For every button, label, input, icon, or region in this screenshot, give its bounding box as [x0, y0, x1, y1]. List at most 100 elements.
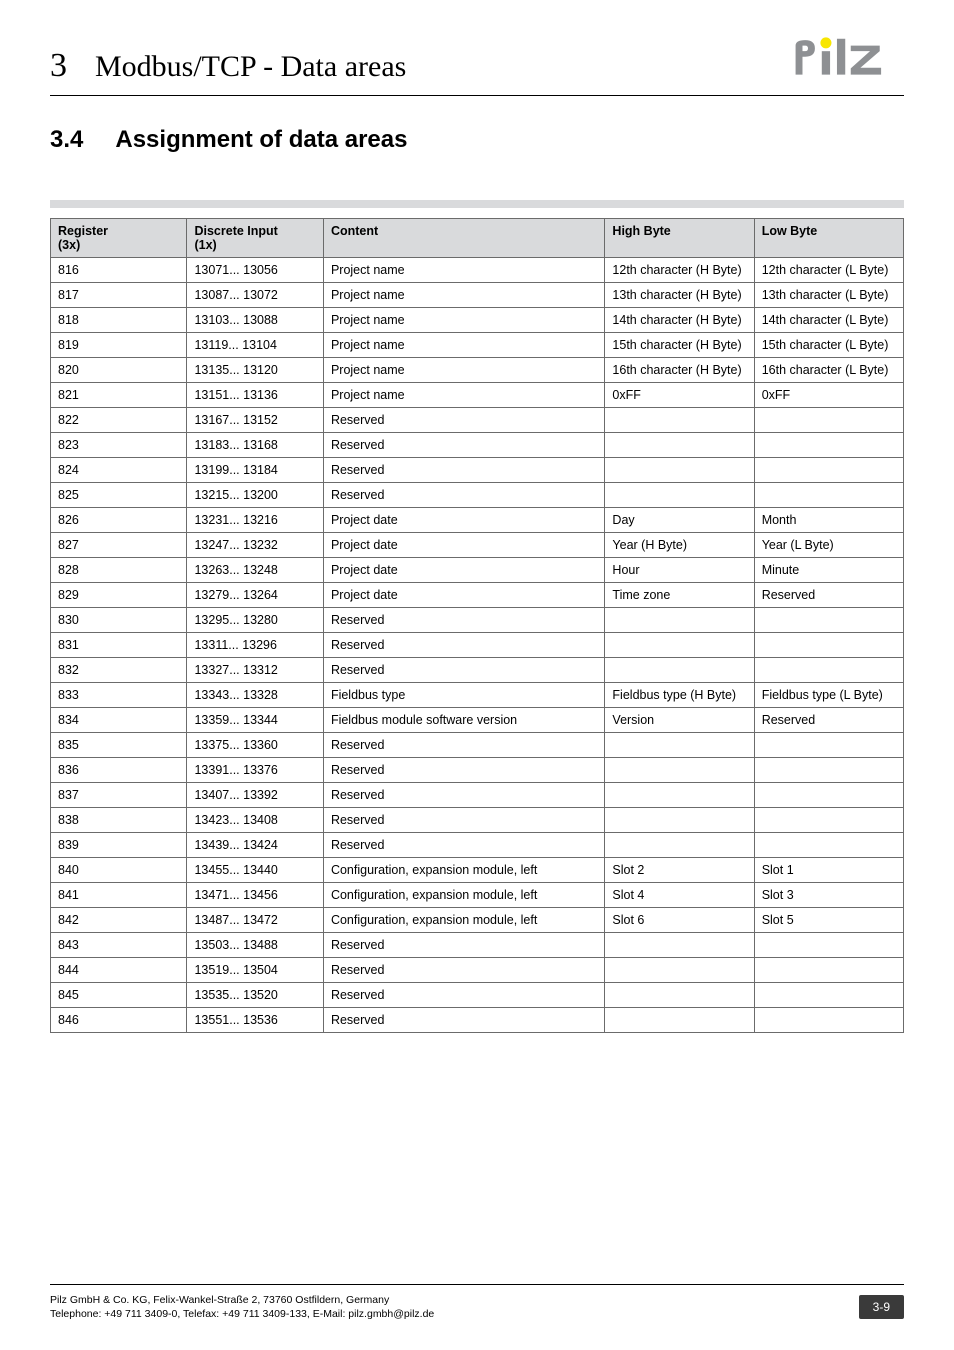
chapter-header: 3 Modbus/TCP - Data areas	[50, 36, 904, 96]
table-cell	[605, 808, 754, 833]
table-cell	[605, 433, 754, 458]
table-cell	[605, 758, 754, 783]
table-cell: Slot 1	[754, 858, 903, 883]
footer-address: Pilz GmbH & Co. KG, Felix-Wankel-Straße …	[50, 1293, 434, 1308]
table-row: 84313503... 13488Reserved	[51, 933, 904, 958]
table-cell: Reserved	[323, 808, 604, 833]
table-cell: 827	[51, 533, 187, 558]
th-sub: (3x)	[58, 238, 80, 252]
table-row: 83413359... 13344Fieldbus module softwar…	[51, 708, 904, 733]
table-cell: 0xFF	[754, 383, 903, 408]
table-cell: Project date	[323, 558, 604, 583]
table-cell: Project name	[323, 308, 604, 333]
col-header-content: Content	[323, 219, 604, 258]
table-cell: Fieldbus type	[323, 683, 604, 708]
table-cell: 13119... 13104	[187, 333, 323, 358]
table-cell	[605, 483, 754, 508]
table-cell: 13247... 13232	[187, 533, 323, 558]
table-row: 84513535... 13520Reserved	[51, 983, 904, 1008]
col-header-discrete-input: Discrete Input (1x)	[187, 219, 323, 258]
table-row: 83313343... 13328Fieldbus typeFieldbus t…	[51, 683, 904, 708]
table-cell	[754, 958, 903, 983]
table-cell: 842	[51, 908, 187, 933]
table-row: 82113151... 13136Project name0xFF0xFF	[51, 383, 904, 408]
table-cell	[754, 733, 903, 758]
table-row: 84113471... 13456Configuration, expansio…	[51, 883, 904, 908]
table-cell	[754, 633, 903, 658]
table-cell: Year (L Byte)	[754, 533, 903, 558]
table-cell: 13407... 13392	[187, 783, 323, 808]
table-cell: Reserved	[323, 933, 604, 958]
table-cell: Minute	[754, 558, 903, 583]
table-cell: Hour	[605, 558, 754, 583]
table-row: 81813103... 13088Project name14th charac…	[51, 308, 904, 333]
table-row: 81713087... 13072Project name13th charac…	[51, 283, 904, 308]
table-cell	[605, 833, 754, 858]
table-cell: 830	[51, 608, 187, 633]
table-cell: 821	[51, 383, 187, 408]
table-cell	[605, 958, 754, 983]
table-cell: 13199... 13184	[187, 458, 323, 483]
table-cell: 840	[51, 858, 187, 883]
table-cell: Slot 6	[605, 908, 754, 933]
table-cell: 13167... 13152	[187, 408, 323, 433]
table-row: 81613071... 13056Project name12th charac…	[51, 258, 904, 283]
table-cell: Configuration, expansion module, left	[323, 858, 604, 883]
table-cell: 836	[51, 758, 187, 783]
th-text: Register	[58, 224, 108, 238]
table-cell: Fieldbus type (H Byte)	[605, 683, 754, 708]
table-cell: Reserved	[323, 958, 604, 983]
table-cell: 13503... 13488	[187, 933, 323, 958]
table-row: 82613231... 13216Project dateDayMonth	[51, 508, 904, 533]
table-cell	[605, 983, 754, 1008]
table-row: 83813423... 13408Reserved	[51, 808, 904, 833]
table-cell: 13103... 13088	[187, 308, 323, 333]
accent-bar	[50, 200, 904, 208]
table-cell: 831	[51, 633, 187, 658]
th-text: Low Byte	[762, 224, 818, 238]
table-cell: Time zone	[605, 583, 754, 608]
table-cell	[605, 408, 754, 433]
table-cell: 13135... 13120	[187, 358, 323, 383]
table-cell: Reserved	[323, 658, 604, 683]
table-cell: 13519... 13504	[187, 958, 323, 983]
table-cell: 832	[51, 658, 187, 683]
table-cell	[754, 1008, 903, 1033]
table-header-row: Register (3x) Discrete Input (1x) Conten…	[51, 219, 904, 258]
table-cell: Reserved	[323, 733, 604, 758]
table-cell: Reserved	[323, 633, 604, 658]
table-cell: Project name	[323, 283, 604, 308]
table-cell	[754, 408, 903, 433]
th-text: Discrete Input	[194, 224, 277, 238]
table-row: 82213167... 13152Reserved	[51, 408, 904, 433]
table-cell: 13471... 13456	[187, 883, 323, 908]
table-row: 82713247... 13232Project dateYear (H Byt…	[51, 533, 904, 558]
page-number-badge: 3-9	[859, 1295, 904, 1319]
th-text: Content	[331, 224, 378, 238]
chapter-number: 3	[50, 47, 67, 85]
table-row: 83613391... 13376Reserved	[51, 758, 904, 783]
footer-contact: Telephone: +49 711 3409-0, Telefax: +49 …	[50, 1307, 434, 1322]
table-cell: 824	[51, 458, 187, 483]
table-cell: 13231... 13216	[187, 508, 323, 533]
table-cell: Fieldbus type (L Byte)	[754, 683, 903, 708]
table-cell: 841	[51, 883, 187, 908]
table-cell: 823	[51, 433, 187, 458]
col-header-high-byte: High Byte	[605, 219, 754, 258]
table-cell: Configuration, expansion module, left	[323, 883, 604, 908]
table-row: 82013135... 13120Project name16th charac…	[51, 358, 904, 383]
col-header-low-byte: Low Byte	[754, 219, 903, 258]
chapter-title: Modbus/TCP - Data areas	[95, 50, 406, 84]
table-cell: Fieldbus module software version	[323, 708, 604, 733]
table-cell: Reserved	[323, 783, 604, 808]
table-cell: 13087... 13072	[187, 283, 323, 308]
table-cell: 0xFF	[605, 383, 754, 408]
table-cell	[754, 433, 903, 458]
table-cell: Slot 5	[754, 908, 903, 933]
table-cell: 12th character (L Byte)	[754, 258, 903, 283]
table-row: 83513375... 13360Reserved	[51, 733, 904, 758]
table-cell: Project name	[323, 358, 604, 383]
table-cell: 829	[51, 583, 187, 608]
table-cell: 13327... 13312	[187, 658, 323, 683]
table-cell: Reserved	[323, 433, 604, 458]
